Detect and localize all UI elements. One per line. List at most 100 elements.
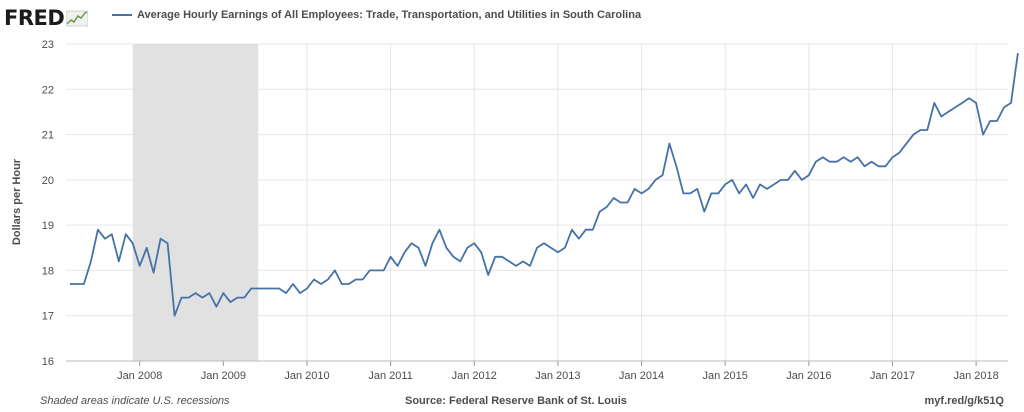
x-tick-label: Jan 2008: [117, 370, 162, 382]
data-point: [355, 278, 357, 280]
data-point: [731, 179, 733, 181]
data-point: [884, 165, 886, 167]
data-point: [703, 210, 705, 212]
data-point: [166, 242, 168, 244]
data-point: [863, 165, 865, 167]
chart-legend: Average Hourly Earnings of All Employees…: [112, 9, 641, 21]
data-point: [975, 102, 977, 104]
data-point: [424, 265, 426, 267]
data-point: [668, 142, 670, 144]
y-tick-label: 23: [42, 39, 54, 51]
data-point: [619, 201, 621, 203]
tick-labels: 16 17 18 19 20 21 22 23 Jan 2008 Jan 2009 Jan 2010…: [42, 39, 999, 382]
data-point: [139, 265, 141, 267]
data-point: [383, 269, 385, 271]
recession-shading: [132, 44, 259, 361]
data-point: [891, 156, 893, 158]
data-point: [83, 283, 85, 285]
data-point: [529, 265, 531, 267]
data-point: [724, 183, 726, 185]
y-tick-label: 19: [42, 220, 54, 232]
data-point: [856, 156, 858, 158]
short-link[interactable]: myf.red/g/k51Q: [924, 395, 1004, 407]
data-point: [125, 233, 127, 235]
data-point: [654, 179, 656, 181]
data-point: [146, 247, 148, 249]
series-line: [70, 52, 1019, 317]
y-tick-label: 20: [42, 175, 54, 187]
data-point: [968, 97, 970, 99]
data-point: [543, 242, 545, 244]
y-tick-label: 16: [42, 356, 54, 368]
data-point: [940, 115, 942, 117]
data-point: [313, 278, 315, 280]
data-point: [773, 183, 775, 185]
data-point: [341, 283, 343, 285]
data-point: [794, 170, 796, 172]
data-point: [1010, 102, 1012, 104]
data-point: [919, 129, 921, 131]
legend-series-title: Average Hourly Earnings of All Employees…: [137, 9, 642, 21]
data-point: [745, 183, 747, 185]
data-point: [564, 247, 566, 249]
data-point: [752, 197, 754, 199]
data-point: [780, 179, 782, 181]
data-point: [97, 229, 99, 231]
fred-logo[interactable]: FRED: [4, 5, 89, 31]
data-point: [947, 111, 949, 113]
data-point: [487, 274, 489, 276]
data-point: [1003, 106, 1005, 108]
data-point: [640, 192, 642, 194]
data-point: [522, 260, 524, 262]
data-point: [278, 287, 280, 289]
source-credit: Source: Federal Reserve Bank of St. Loui…: [405, 395, 627, 407]
data-point: [459, 260, 461, 262]
data-point: [647, 188, 649, 190]
series-layer: [70, 52, 1019, 317]
data-point: [76, 283, 78, 285]
data-point: [194, 292, 196, 294]
data-point: [480, 251, 482, 253]
data-point: [571, 229, 573, 231]
x-tick-label: Jan 2013: [535, 370, 580, 382]
y-tick-label: 18: [42, 265, 54, 277]
y-tick-label: 22: [42, 84, 54, 96]
data-point: [159, 238, 161, 240]
data-point: [334, 269, 336, 271]
fred-sparkline-icon: [66, 10, 89, 27]
x-tick-label: Jan 2012: [452, 370, 497, 382]
data-point: [327, 278, 329, 280]
data-point: [870, 161, 872, 163]
data-point: [396, 265, 398, 267]
x-tick-label: Jan 2010: [284, 370, 329, 382]
data-point: [403, 251, 405, 253]
data-point: [250, 287, 252, 289]
data-point: [389, 256, 391, 258]
chart-header: FRED Average Hourly Earnings of All Empl…: [0, 0, 1024, 36]
x-tick-label: Jan 2017: [870, 370, 915, 382]
x-tick-label: Jan 2018: [953, 370, 998, 382]
data-point: [599, 210, 601, 212]
data-point: [717, 192, 719, 194]
data-point: [180, 296, 182, 298]
chart-footer: Shaded areas indicate U.S. recessions So…: [0, 392, 1024, 412]
data-point: [271, 287, 273, 289]
data-point: [111, 233, 113, 235]
data-point: [229, 301, 231, 303]
data-point: [689, 192, 691, 194]
data-point: [815, 161, 817, 163]
data-point: [961, 102, 963, 104]
data-point: [905, 142, 907, 144]
line-chart: 16 17 18 19 20 21 22 23 Jan 2008 Jan 2009 Jan 2010…: [11, 39, 1019, 382]
data-point: [710, 192, 712, 194]
data-point: [236, 296, 238, 298]
data-point: [299, 292, 301, 294]
data-point: [285, 292, 287, 294]
data-point: [661, 174, 663, 176]
data-point: [243, 296, 245, 298]
y-tick-label: 17: [42, 311, 54, 323]
data-point: [208, 292, 210, 294]
data-point: [445, 247, 447, 249]
data-point: [104, 238, 106, 240]
data-point: [90, 260, 92, 262]
